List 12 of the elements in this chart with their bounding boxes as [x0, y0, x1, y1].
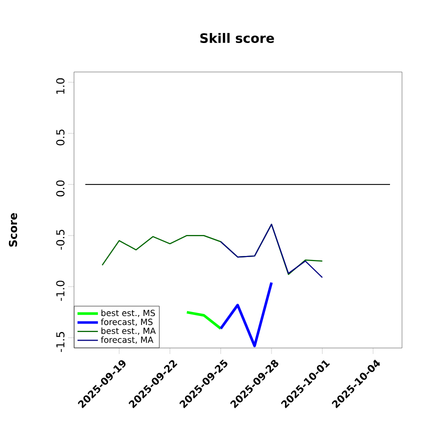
- y-tick-label: -1.0: [56, 280, 64, 301]
- y-tick-label: -0.5: [56, 230, 64, 250]
- y-axis-title: Score: [8, 213, 18, 247]
- y-tick-label: 0.0: [56, 180, 64, 196]
- y-tick-label: -1.5: [56, 332, 64, 352]
- legend-label: best est., MA: [101, 327, 156, 335]
- chart-title: Skill score: [200, 32, 274, 44]
- legend-label: forecast, MS: [100, 318, 153, 326]
- y-tick-label: 0.5: [56, 130, 64, 146]
- legend-label: forecast, MA: [100, 336, 154, 344]
- y-tick-label: 1.0: [56, 78, 64, 94]
- legend-label: best est., MS: [101, 310, 155, 318]
